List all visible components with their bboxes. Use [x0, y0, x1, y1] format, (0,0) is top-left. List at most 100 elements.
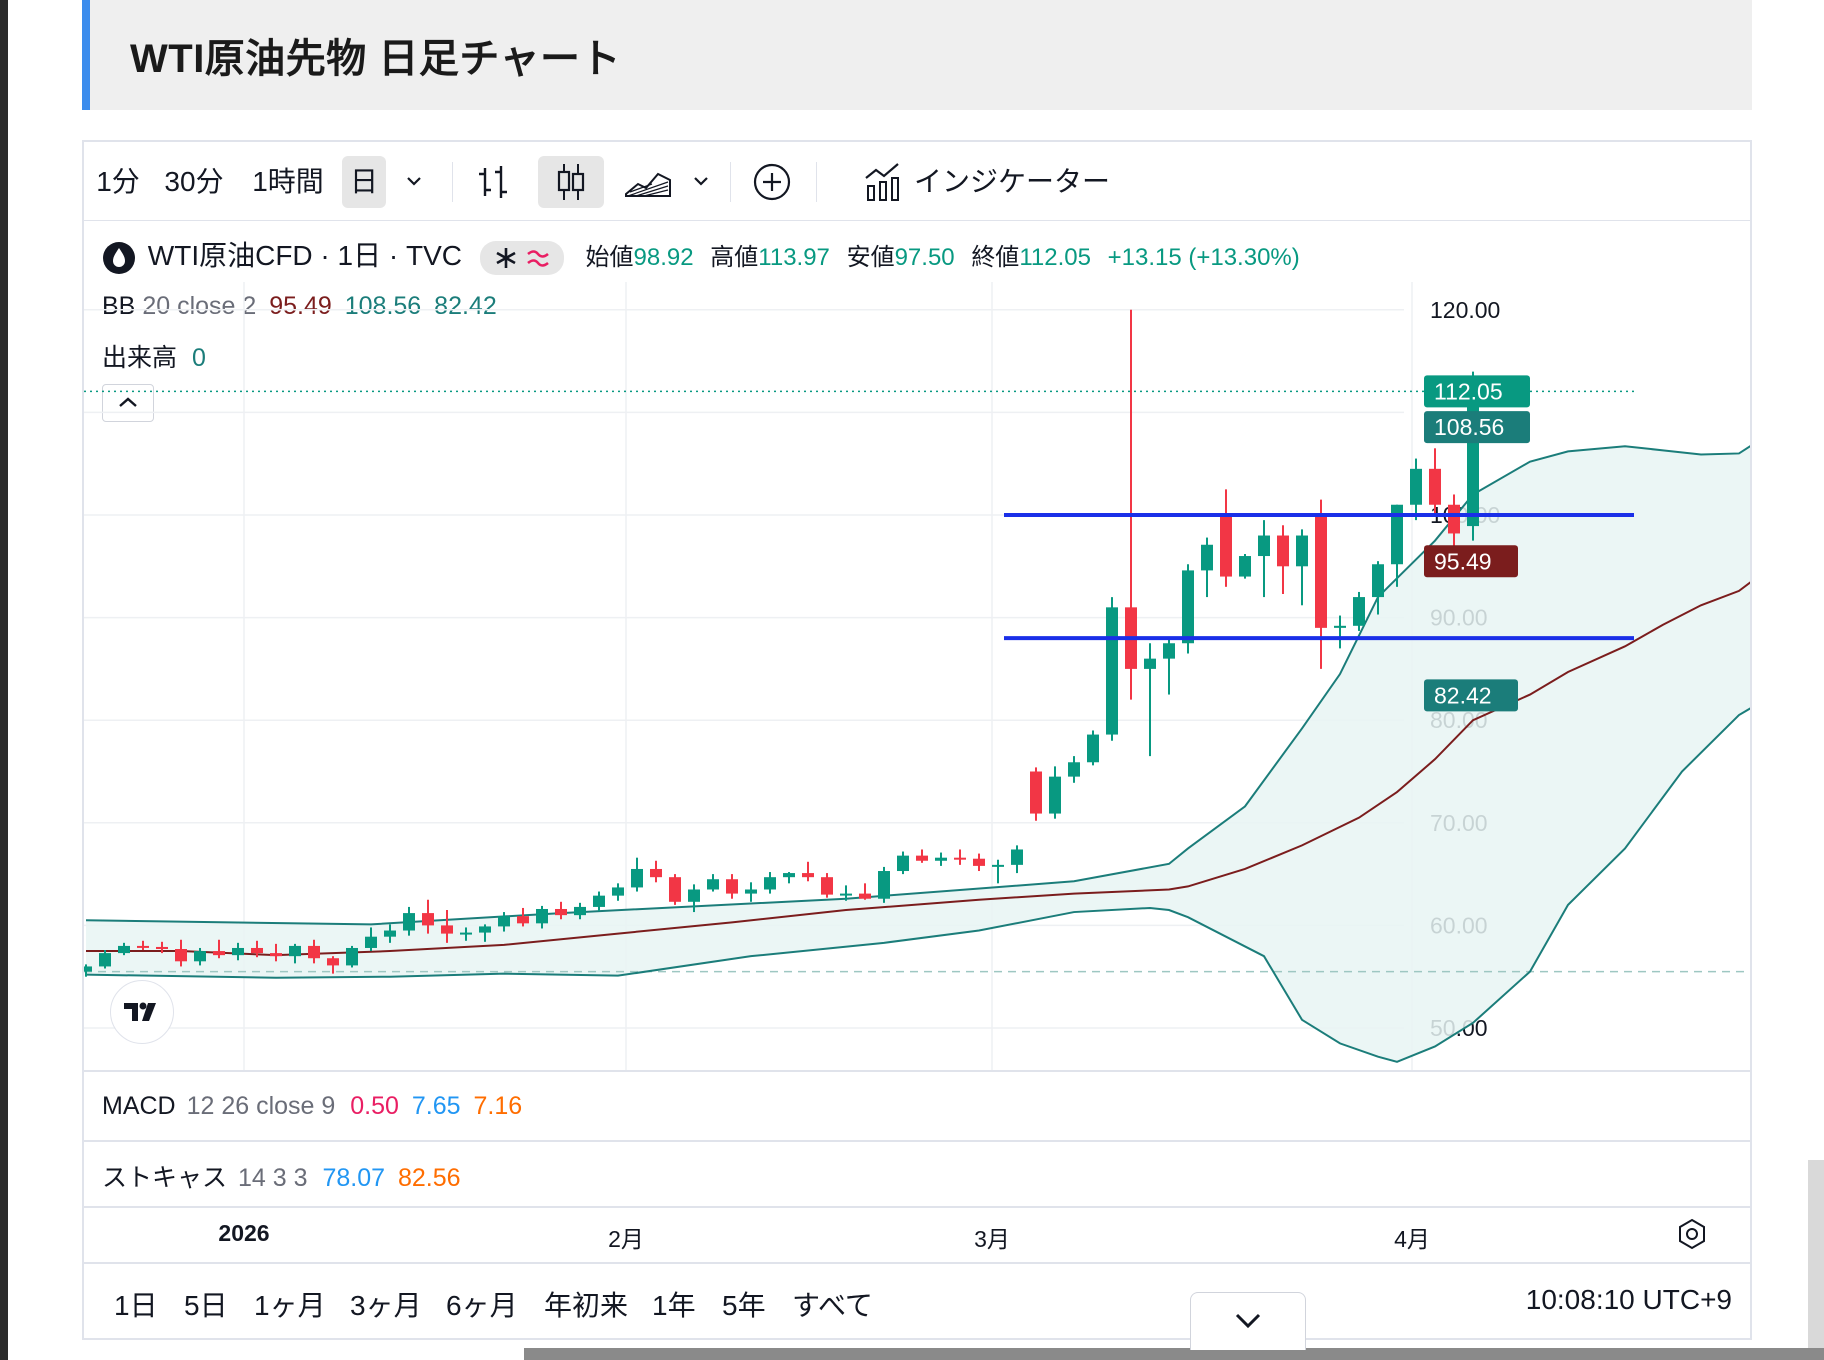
macd-value-3: 7.16: [473, 1092, 523, 1120]
candle-down: [175, 948, 187, 962]
candle-up: [194, 951, 206, 962]
bb-legend[interactable]: BB 20 close 2 95.49 108.56 82.42: [102, 292, 497, 321]
range-ytd[interactable]: 年初来: [544, 1290, 629, 1321]
candle-down: [213, 951, 225, 956]
tradingview-logo[interactable]: [110, 980, 174, 1044]
range-6m[interactable]: 6ヶ月: [446, 1290, 518, 1321]
close-value: 112.05: [1019, 244, 1091, 271]
bb-basis-tag: [1424, 545, 1518, 578]
candle-up: [498, 916, 510, 927]
candle-up: [1049, 776, 1061, 814]
expand-button[interactable]: [1190, 1292, 1306, 1350]
candle-down: [441, 925, 453, 934]
asterisk-icon: [496, 247, 516, 268]
candle-up: [384, 930, 396, 937]
candle-up: [479, 926, 491, 933]
candle-down: [1030, 771, 1042, 814]
candle-up: [1410, 468, 1422, 505]
range-1d[interactable]: 1日: [114, 1290, 158, 1321]
candle-up: [574, 906, 586, 916]
macd-value-1: 0.50: [350, 1092, 399, 1120]
macd-value-2: 7.65: [411, 1092, 461, 1120]
low-value: 97.50: [894, 244, 955, 271]
candle-up: [935, 857, 947, 861]
candle-down: [555, 908, 567, 916]
range-1y[interactable]: 1年: [652, 1290, 696, 1321]
macd-pane[interactable]: MACD 12 26 close 9 0.50 7.65 7.16: [84, 1070, 1750, 1142]
time-label-2026: 2026: [218, 1220, 270, 1246]
bar-style-button[interactable]: [466, 156, 520, 208]
bb-basis-value: 95.49: [269, 292, 332, 320]
interval-1m-button[interactable]: 1分: [96, 166, 140, 197]
interval-30m-button[interactable]: 30分: [164, 166, 224, 197]
indicators-button[interactable]: インジケーター: [914, 166, 1111, 197]
candle-down: [726, 879, 738, 894]
candle-down: [669, 877, 681, 902]
candle-down: [422, 913, 434, 926]
range-5d[interactable]: 5日: [184, 1290, 228, 1321]
last-price-tag-text: 112.05: [1434, 378, 1503, 404]
range-1m[interactable]: 1ヶ月: [254, 1290, 326, 1321]
bb-lower-tag-text: 82.42: [1434, 682, 1492, 708]
candle-down: [156, 946, 168, 949]
time-axis[interactable]: 2026 2月 3月 4月: [84, 1206, 1750, 1264]
range-5y[interactable]: 5年: [722, 1290, 766, 1321]
candle-up: [783, 873, 795, 878]
interval-dropdown[interactable]: [394, 156, 434, 208]
range-bar: 1日 5日 1ヶ月 3ヶ月 6ヶ月 年初来 1年 5年 すべて 10:08:10…: [84, 1262, 1750, 1342]
candle-up: [403, 913, 415, 931]
candle-up: [764, 877, 776, 890]
range-3m[interactable]: 3ヶ月: [350, 1290, 422, 1321]
settings-icon[interactable]: [1674, 1216, 1710, 1252]
candle-down: [1429, 468, 1441, 505]
indicators-icon-wrap[interactable]: [860, 156, 908, 208]
range-all[interactable]: すべて: [792, 1290, 873, 1321]
candle-up: [232, 947, 244, 956]
candle-down: [1277, 535, 1289, 567]
stochastic-pane[interactable]: ストキャス 14 3 3 78.07 82.56: [84, 1138, 1750, 1208]
plus-circle-icon: [753, 163, 791, 201]
candle-up: [1334, 625, 1346, 628]
symbol-badges: [479, 240, 564, 275]
indicators-icon: [865, 163, 899, 201]
candle-down: [1315, 515, 1327, 628]
collapse-legend-button[interactable]: [102, 384, 154, 422]
compare-add-button[interactable]: [744, 156, 800, 208]
interval-day-button[interactable]: 日: [342, 156, 386, 208]
candle-up: [897, 855, 909, 872]
last-price-tag: [1424, 375, 1530, 408]
candle-style-button[interactable]: [538, 156, 604, 208]
chart-toolbar: 1分 30分 1時間 日: [84, 142, 1750, 221]
tradingview-icon: [124, 1002, 156, 1021]
candle-up: [84, 966, 92, 972]
chevron-down-icon: [694, 177, 708, 186]
high-value: 113.97: [758, 244, 830, 271]
close-label: 終値: [971, 244, 1020, 271]
price-chart[interactable]: 50.0060.0070.0080.0090.00100.00120.00112…: [84, 282, 1750, 1070]
candle-up: [460, 932, 472, 935]
candle-down: [859, 893, 871, 899]
y-tick-label: 120.00: [1430, 297, 1500, 323]
symbol-name[interactable]: WTI原油CFD · 1日 · TVC: [147, 240, 462, 271]
candle-down: [973, 858, 985, 866]
low-label: 安値: [846, 244, 895, 271]
page-title: WTI原油先物 日足チャート: [130, 37, 622, 81]
volume-legend[interactable]: 出来高 0: [102, 338, 206, 374]
clock[interactable]: 10:08:10 UTC+9: [1525, 1284, 1732, 1315]
candle-up: [1106, 607, 1118, 735]
candle-up: [1391, 504, 1403, 565]
area-style-button[interactable]: [618, 156, 678, 208]
candle-up: [1182, 570, 1194, 644]
ohlc-bars-icon: [479, 166, 507, 198]
high-label: 高値: [710, 244, 759, 271]
candle-down: [954, 857, 966, 860]
bb-upper-value: 108.56: [344, 292, 422, 320]
open-label: 始値: [585, 244, 634, 271]
candle-up: [118, 945, 130, 954]
interval-1h-button[interactable]: 1時間: [252, 166, 324, 197]
left-edge: [0, 0, 8, 1360]
style-dropdown[interactable]: [684, 156, 718, 208]
candlestick-icon: [557, 164, 585, 200]
candle-up: [1353, 597, 1365, 626]
stoch-value-1: 78.07: [322, 1164, 385, 1192]
